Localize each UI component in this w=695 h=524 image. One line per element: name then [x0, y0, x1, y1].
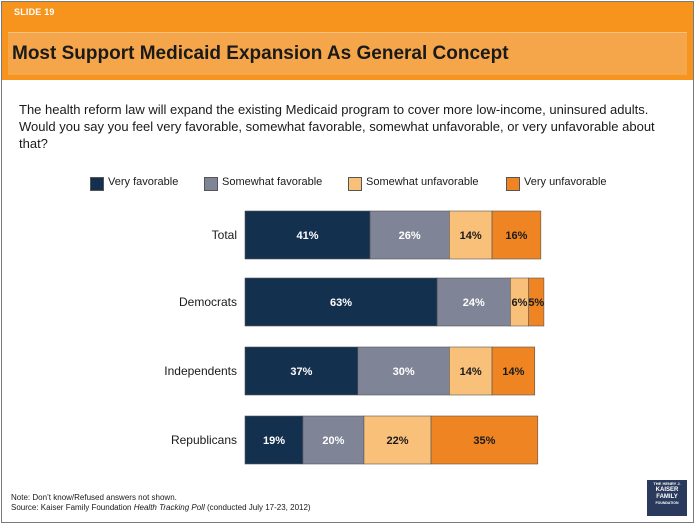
- legend-swatch: [204, 177, 218, 191]
- data-label: 14%: [460, 230, 482, 242]
- data-label: 30%: [393, 366, 415, 378]
- bar-segment: [528, 277, 545, 327]
- category-label: Independents: [164, 364, 237, 378]
- data-label: 19%: [263, 435, 285, 447]
- legend-swatch: [506, 177, 520, 191]
- note-text: Note: Don’t know/Refused answers not sho…: [11, 493, 177, 502]
- legend-label: Very unfavorable: [524, 176, 607, 188]
- data-label: 24%: [463, 297, 485, 309]
- logo-line: THE HENRY J.: [653, 481, 681, 486]
- data-label: 14%: [460, 366, 482, 378]
- source-text: Source: Kaiser Family Foundation Health …: [11, 503, 311, 513]
- data-label: 37%: [290, 366, 312, 378]
- logo-line: FOUNDATION: [655, 501, 679, 505]
- category-label: Total: [212, 228, 237, 242]
- bar-segment: [430, 415, 539, 465]
- bar-segment: [244, 346, 359, 396]
- data-label: 16%: [505, 230, 527, 242]
- legend-label: Very favorable: [108, 176, 179, 188]
- data-label: 14%: [502, 366, 524, 378]
- title-box: Most Support Medicaid Expansion As Gener…: [8, 32, 687, 75]
- bar-segment: [363, 415, 432, 465]
- slide-number-tab: SLIDE 19: [2, 2, 94, 28]
- legend-swatch: [348, 177, 362, 191]
- legend-swatch: [90, 177, 104, 191]
- legend-label: Somewhat favorable: [222, 176, 323, 188]
- data-label: 35%: [473, 435, 495, 447]
- data-label: 41%: [297, 230, 319, 242]
- logo-line: FAMILY: [656, 494, 678, 500]
- bar-segment: [302, 415, 365, 465]
- bar-segment: [449, 346, 493, 396]
- page-title: Most Support Medicaid Expansion As Gener…: [12, 43, 509, 64]
- bar-segment: [491, 346, 536, 396]
- logo-line: KAISER: [655, 487, 679, 493]
- category-label: Republicans: [171, 433, 237, 447]
- category-label: Democrats: [179, 295, 237, 309]
- bar-segment: [369, 210, 450, 260]
- slide-number: SLIDE 19: [14, 7, 55, 17]
- data-label: 22%: [386, 435, 408, 447]
- survey-question: The health reform law will expand the ex…: [19, 102, 655, 151]
- data-label: 63%: [330, 297, 352, 309]
- bar-segment: [244, 277, 438, 327]
- data-label: 26%: [399, 230, 421, 242]
- legend-label: Somewhat unfavorable: [366, 176, 479, 188]
- bar-segment: [244, 210, 371, 260]
- bar-segment: [244, 415, 304, 465]
- data-label: 20%: [322, 435, 344, 447]
- source-suffix: (conducted July 17-23, 2012): [204, 503, 311, 512]
- data-label: 5%: [528, 297, 544, 309]
- bar-segment: [357, 346, 450, 396]
- footnote: Note: Don’t know/Refused answers not sho…: [11, 493, 311, 513]
- bar-segment: [491, 210, 542, 260]
- title-band-strip: [2, 11, 693, 28]
- kaiser-family-foundation-logo: THE HENRY J. KAISER FAMILY FOUNDATION: [647, 480, 687, 516]
- data-label: 6%: [512, 297, 528, 309]
- source-prefix: Source: Kaiser Family Foundation: [11, 503, 134, 512]
- source-title: Health Tracking Poll: [133, 503, 205, 512]
- bar-segment: [436, 277, 511, 327]
- bar-segment: [449, 210, 493, 260]
